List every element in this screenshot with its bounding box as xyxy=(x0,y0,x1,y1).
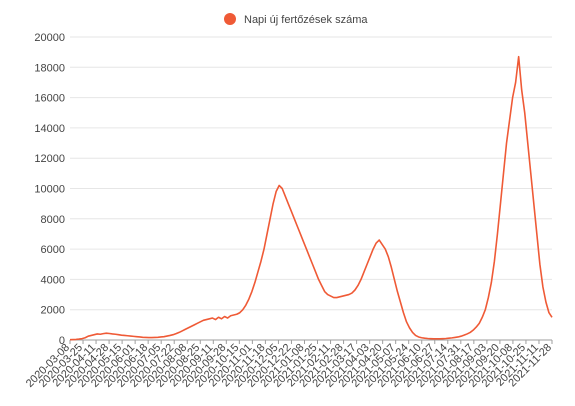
y-tick-label: 0 xyxy=(59,335,65,347)
y-tick-label: 18000 xyxy=(34,62,65,74)
grid xyxy=(70,36,552,341)
legend-label: Napi új fertőzések száma xyxy=(244,14,368,26)
y-tick-label: 6000 xyxy=(41,244,65,256)
y-axis-labels: 0 2000 4000 6000 8000 10000 12000 14000 16000 180… xyxy=(34,32,65,347)
y-tick-label: 20000 xyxy=(34,32,65,44)
series-layer xyxy=(69,55,553,341)
y-tick-label: 16000 xyxy=(34,93,65,105)
y-tick-label: 2000 xyxy=(41,305,65,317)
y-tick-label: 12000 xyxy=(34,153,65,165)
y-tick-label: 8000 xyxy=(41,214,65,226)
y-tick-label: 14000 xyxy=(34,123,65,135)
y-tick-label: 10000 xyxy=(34,184,65,196)
legend: Napi új fertőzések száma xyxy=(224,13,368,26)
x-axis-labels: 2020-03-082020-03-252020-04-112020-04-28… xyxy=(24,340,554,390)
series-line-0 xyxy=(69,55,553,341)
legend-marker xyxy=(224,13,236,25)
y-tick-label: 4000 xyxy=(41,274,65,286)
